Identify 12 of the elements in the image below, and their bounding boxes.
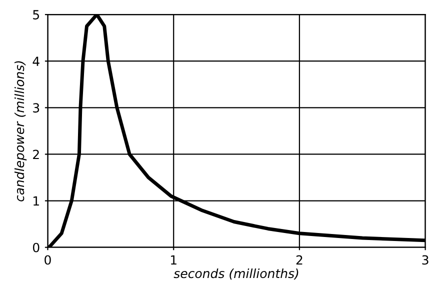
y-tick-label: 4	[32, 56, 40, 66]
y-tick-label: 5	[33, 10, 40, 20]
x-tick-label: 3	[422, 255, 428, 265]
x-tick-label: 1	[170, 255, 176, 264]
y-tick-label: 3	[33, 103, 40, 113]
x-tick-label: 0	[44, 255, 51, 265]
x-axis-title: seconds (millionths)	[174, 268, 298, 280]
y-axis-title: candlepower (millions)	[14, 61, 27, 202]
x-tick-label: 2	[296, 255, 302, 264]
y-tick-label: 2	[33, 150, 39, 159]
y-tick-label: 0	[32, 242, 40, 252]
y-tick-label: 1	[34, 196, 39, 206]
